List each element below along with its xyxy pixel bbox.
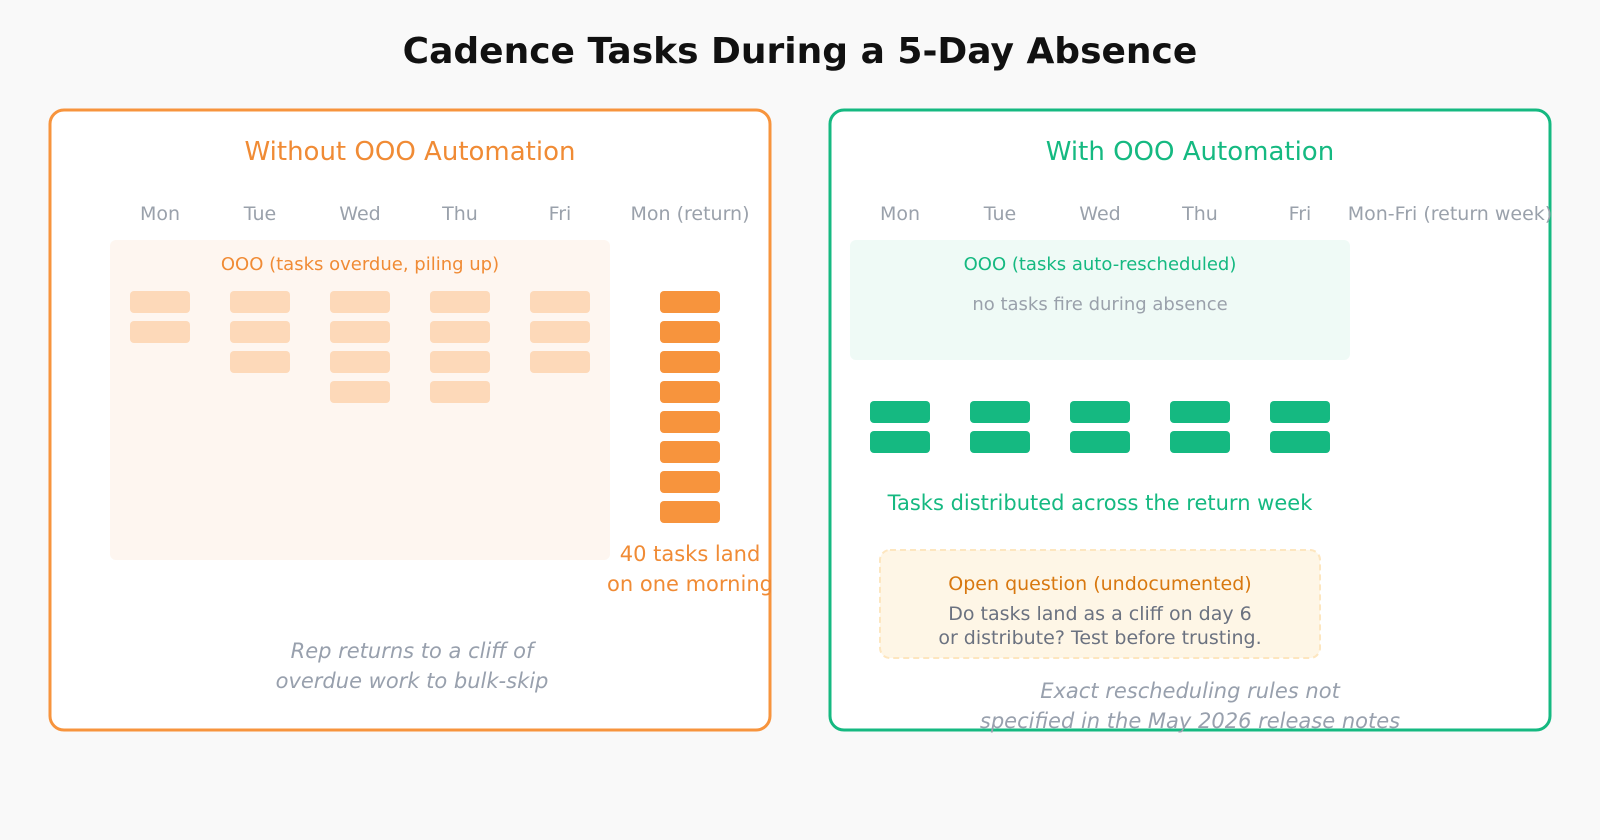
overdue-task-block [230, 351, 290, 373]
right-distributed-label: Tasks distributed across the return week [887, 491, 1314, 515]
right-day-label: Fri [1289, 203, 1312, 225]
left-day-label: Fri [549, 203, 572, 225]
rescheduled-task-block [1170, 401, 1230, 423]
left-day-label: Wed [339, 203, 380, 225]
returned-task-block [660, 501, 720, 523]
overdue-task-block [230, 291, 290, 313]
overdue-task-block [530, 291, 590, 313]
rescheduled-task-block [1070, 431, 1130, 453]
rescheduled-task-block [1070, 401, 1130, 423]
right-day-labels: Mon Tue Wed Thu Fri Mon-Fri (return week… [880, 203, 1552, 225]
overdue-task-block [130, 291, 190, 313]
right-ooo-zone [850, 240, 1350, 360]
left-day-labels: Mon Tue Wed Thu Fri Mon (return) [140, 203, 750, 225]
returned-task-block [660, 471, 720, 493]
left-overdue-tasks [130, 291, 590, 403]
open-question-box [879, 549, 1321, 659]
overdue-task-block [430, 381, 490, 403]
left-panel-heading: Without OOO Automation [245, 137, 576, 167]
left-day-label: Tue [243, 203, 276, 225]
overdue-task-block [330, 291, 390, 313]
right-return-day-label: Mon-Fri (return week) [1348, 203, 1552, 225]
right-panel-heading: With OOO Automation [1046, 137, 1334, 167]
overdue-task-block [430, 321, 490, 343]
returned-task-block [660, 321, 720, 343]
returned-task-block [660, 411, 720, 433]
rescheduled-task-block [1270, 431, 1330, 453]
rescheduled-task-block [970, 431, 1030, 453]
left-day-label: Thu [441, 203, 478, 225]
left-return-day-label: Mon (return) [630, 203, 749, 225]
returned-task-block [660, 291, 720, 313]
returned-task-block [660, 351, 720, 373]
overdue-task-block [330, 351, 390, 373]
right-day-label: Wed [1079, 203, 1120, 225]
left-footer-line: overdue work to bulk-skip [276, 669, 549, 693]
rescheduled-task-block [1270, 401, 1330, 423]
rescheduled-task-block [870, 431, 930, 453]
returned-task-block [660, 441, 720, 463]
rescheduled-task-block [1170, 431, 1230, 453]
right-day-label: Mon [880, 203, 920, 225]
left-day-label: Mon [140, 203, 180, 225]
left-callout-line: 40 tasks land [620, 542, 761, 566]
left-ooo-zone-label: OOO (tasks overdue, piling up) [221, 254, 499, 275]
overdue-task-block [430, 291, 490, 313]
page-title: Cadence Tasks During a 5-Day Absence [403, 31, 1198, 72]
overdue-task-block [230, 321, 290, 343]
left-panel: Without OOO Automation Mon Tue Wed Thu F… [48, 108, 773, 732]
overdue-task-block [330, 321, 390, 343]
rescheduled-task-block [970, 401, 1030, 423]
right-day-label: Tue [983, 203, 1016, 225]
overdue-task-block [330, 381, 390, 403]
open-question-line: Do tasks land as a cliff on day 6 [948, 603, 1251, 625]
left-footer-line: Rep returns to a cliff of [291, 639, 537, 663]
overdue-task-block [530, 351, 590, 373]
overdue-task-block [530, 321, 590, 343]
right-panel: With OOO Automation Mon Tue Wed Thu Fri … [828, 108, 1552, 733]
right-distributed-tasks [870, 401, 1330, 453]
left-return-stack [660, 291, 720, 523]
open-question-title: Open question (undocumented) [948, 573, 1251, 595]
right-footer-line: specified in the May 2026 release notes [980, 709, 1400, 733]
right-day-label: Thu [1181, 203, 1218, 225]
overdue-task-block [430, 351, 490, 373]
rescheduled-task-block [870, 401, 930, 423]
right-ooo-zone-sub: no tasks fire during absence [972, 294, 1227, 315]
open-question-line: or distribute? Test before trusting. [938, 627, 1261, 649]
right-footer-line: Exact rescheduling rules not [1040, 679, 1340, 703]
right-ooo-zone-label: OOO (tasks auto-rescheduled) [964, 254, 1237, 275]
left-callout-line: on one morning [607, 572, 773, 596]
returned-task-block [660, 381, 720, 403]
overdue-task-block [130, 321, 190, 343]
